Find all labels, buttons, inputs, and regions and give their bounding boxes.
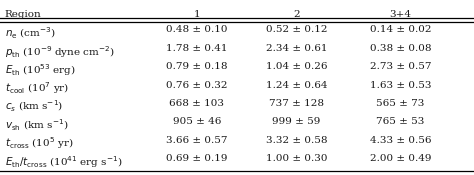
Text: $c_{s}$ (km s$^{-1}$): $c_{s}$ (km s$^{-1}$) <box>5 99 63 114</box>
Text: 0.38 ± 0.08: 0.38 ± 0.08 <box>370 44 431 53</box>
Text: 4.33 ± 0.56: 4.33 ± 0.56 <box>370 136 431 145</box>
Text: 737 ± 128: 737 ± 128 <box>269 99 324 108</box>
Text: $E_{\rm th}$ (10$^{53}$ erg): $E_{\rm th}$ (10$^{53}$ erg) <box>5 62 76 78</box>
Text: 1: 1 <box>193 10 200 19</box>
Text: 0.14 ± 0.02: 0.14 ± 0.02 <box>370 25 431 34</box>
Text: $v_{\rm sh}$ (km s$^{-1}$): $v_{\rm sh}$ (km s$^{-1}$) <box>5 117 68 133</box>
Text: 2.00 ± 0.49: 2.00 ± 0.49 <box>370 154 431 163</box>
Text: $t_{\rm cross}$ (10$^{5}$ yr): $t_{\rm cross}$ (10$^{5}$ yr) <box>5 136 73 151</box>
Text: 0.69 ± 0.19: 0.69 ± 0.19 <box>166 154 228 163</box>
Text: $t_{\rm cool}$ (10$^{7}$ yr): $t_{\rm cool}$ (10$^{7}$ yr) <box>5 80 69 96</box>
Text: 3+4: 3+4 <box>390 10 411 19</box>
Text: 3.32 ± 0.58: 3.32 ± 0.58 <box>265 136 327 145</box>
Text: $p_{\rm th}$ (10$^{-9}$ dyne cm$^{-2}$): $p_{\rm th}$ (10$^{-9}$ dyne cm$^{-2}$) <box>5 44 115 60</box>
Text: 3.66 ± 0.57: 3.66 ± 0.57 <box>166 136 228 145</box>
Text: 999 ± 59: 999 ± 59 <box>272 117 320 126</box>
Text: 1.00 ± 0.30: 1.00 ± 0.30 <box>265 154 327 163</box>
Text: 905 ± 46: 905 ± 46 <box>173 117 221 126</box>
Text: 765 ± 53: 765 ± 53 <box>376 117 425 126</box>
Text: 1.63 ± 0.53: 1.63 ± 0.53 <box>370 80 431 89</box>
Text: 0.52 ± 0.12: 0.52 ± 0.12 <box>265 25 327 34</box>
Text: $E_{\rm th}/t_{\rm cross}$ (10$^{41}$ erg s$^{-1}$): $E_{\rm th}/t_{\rm cross}$ (10$^{41}$ er… <box>5 154 122 170</box>
Text: 2: 2 <box>293 10 300 19</box>
Text: 0.48 ± 0.10: 0.48 ± 0.10 <box>166 25 228 34</box>
Text: 1.04 ± 0.26: 1.04 ± 0.26 <box>265 62 327 71</box>
Text: 2.73 ± 0.57: 2.73 ± 0.57 <box>370 62 431 71</box>
Text: 1.78 ± 0.41: 1.78 ± 0.41 <box>166 44 228 53</box>
Text: 668 ± 103: 668 ± 103 <box>169 99 224 108</box>
Text: $n_{\rm e}$ (cm$^{-3}$): $n_{\rm e}$ (cm$^{-3}$) <box>5 25 55 41</box>
Text: 2.34 ± 0.61: 2.34 ± 0.61 <box>265 44 327 53</box>
Text: 0.76 ± 0.32: 0.76 ± 0.32 <box>166 80 228 89</box>
Text: 0.79 ± 0.18: 0.79 ± 0.18 <box>166 62 228 71</box>
Text: Region: Region <box>5 10 42 19</box>
Text: 565 ± 73: 565 ± 73 <box>376 99 425 108</box>
Text: 1.24 ± 0.64: 1.24 ± 0.64 <box>265 80 327 89</box>
